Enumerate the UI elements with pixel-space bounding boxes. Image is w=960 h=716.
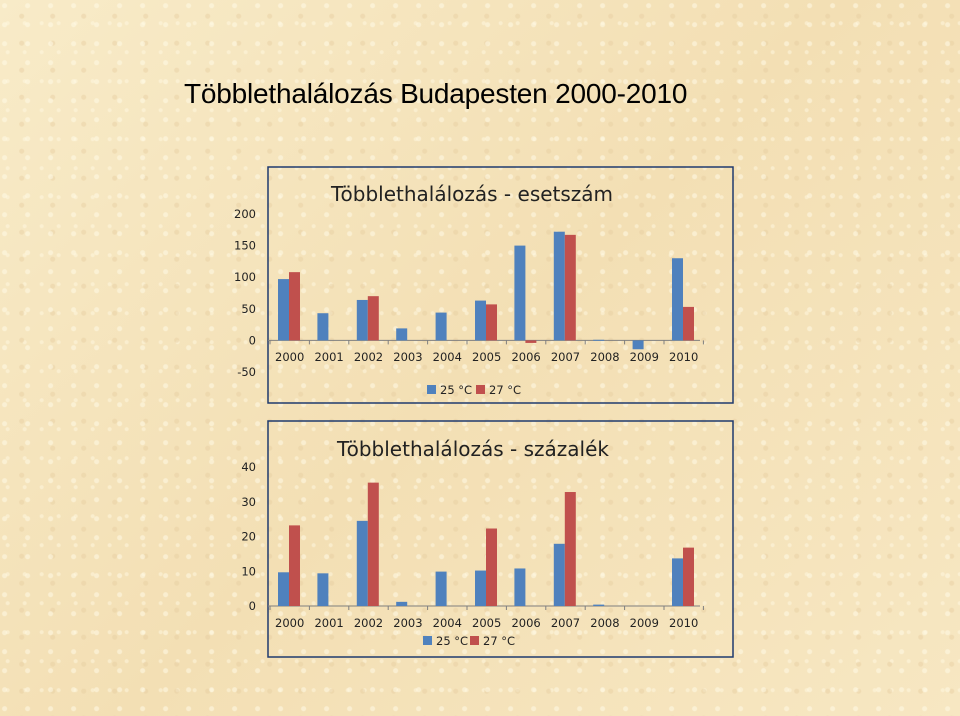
x-category-label: 2009 — [630, 616, 659, 630]
bar-cases-27c-2005 — [486, 304, 497, 341]
bar-cases-27c-2010 — [683, 306, 694, 341]
bar-cases-27c-2006 — [525, 340, 537, 343]
x-category-label: 2004 — [433, 350, 462, 364]
x-category-label: 2007 — [551, 350, 580, 364]
x-category-label: 2001 — [314, 350, 343, 364]
x-category-label: 2001 — [314, 616, 343, 630]
y-tick-label: 20 — [241, 530, 256, 544]
bar-cases-25c-2010 — [672, 258, 683, 341]
chart-cases-plot-frame — [267, 166, 734, 404]
x-category-label: 2009 — [630, 350, 659, 364]
y-tick-label: 200 — [234, 207, 256, 221]
chart-cases: Többlethalálozás - esetszám 200 150 100 50 0… — [234, 166, 734, 404]
bar-percent-27c-2002 — [367, 482, 379, 606]
slide-title: Többlethalálozás Budapesten 2000-2010 — [184, 78, 688, 109]
y-tick-label: 150 — [234, 239, 256, 253]
x-category-label: 2008 — [590, 350, 619, 364]
bar-cases-25c-2001 — [317, 313, 329, 341]
chart-cases-bars — [278, 231, 694, 350]
bar-percent-25c-2006 — [514, 568, 526, 606]
bar-cases-25c-2004 — [435, 312, 447, 341]
y-tick-label: 10 — [241, 564, 256, 578]
chart-percent-y-axis: 40 30 20 10 0 — [241, 460, 256, 613]
bar-cases-27c-2007 — [564, 234, 576, 341]
legend-label-27: 27 °C — [489, 383, 521, 397]
x-category-label: 2007 — [551, 616, 580, 630]
chart-cases-x-axis: 2000 2001 2002 2003 2004 2005 2006 2007 2008 2009… — [268, 339, 704, 364]
x-category-label: 2006 — [511, 616, 540, 630]
legend-swatch-27 — [470, 636, 479, 645]
x-category-label: 2004 — [433, 616, 462, 630]
bar-cases-27c-2000 — [289, 272, 300, 341]
bar-percent-25c-2003 — [396, 601, 408, 606]
x-category-label: 2000 — [275, 350, 304, 364]
chart-percent-x-axis: 2000 2001 2002 2003 2004 2005 2006 2007 2008 2009… — [268, 605, 704, 630]
x-category-label: 2005 — [472, 350, 501, 364]
y-tick-label: 0 — [249, 333, 256, 347]
chart-cases-title: Többlethalálozás - esetszám — [330, 182, 613, 206]
chart-percent-bars — [278, 482, 694, 606]
bar-percent-25c-2007 — [553, 543, 565, 606]
y-tick-label: 30 — [241, 495, 256, 509]
bar-cases-25c-2000 — [278, 279, 289, 341]
bar-percent-25c-2002 — [356, 520, 368, 606]
chart-cases-legend: 25 °C 27 °C — [427, 383, 521, 397]
bar-percent-27c-2000 — [289, 525, 300, 606]
bar-percent-27c-2005 — [486, 528, 497, 606]
x-category-label: 2003 — [393, 350, 422, 364]
y-tick-label: 0 — [249, 599, 256, 613]
y-tick-label: 40 — [241, 460, 256, 474]
x-category-label: 2002 — [354, 350, 383, 364]
bar-percent-25c-2001 — [317, 573, 329, 606]
legend-swatch-25 — [423, 636, 432, 645]
bar-percent-27c-2010 — [683, 547, 694, 606]
x-category-label: 2008 — [590, 616, 619, 630]
x-category-label: 2010 — [669, 616, 698, 630]
legend-swatch-25 — [427, 385, 436, 394]
bar-cases-25c-2002 — [356, 299, 368, 341]
bar-percent-25c-2010 — [672, 558, 683, 606]
legend-label-25: 25 °C — [436, 634, 468, 648]
legend-label-25: 25 °C — [440, 383, 472, 397]
bar-cases-25c-2009 — [632, 340, 644, 350]
legend-swatch-27 — [476, 385, 485, 394]
legend-label-27: 27 °C — [483, 634, 515, 648]
x-category-label: 2000 — [275, 616, 304, 630]
chart-percent-title: Többlethalálozás - százalék — [336, 437, 609, 461]
y-tick-label: 100 — [234, 270, 256, 284]
bar-cases-25c-2003 — [396, 328, 408, 341]
x-category-label: 2002 — [354, 616, 383, 630]
chart-cases-y-axis: 200 150 100 50 0 -50 — [234, 207, 256, 379]
chart-percent-legend: 25 °C 27 °C — [423, 634, 515, 648]
bar-percent-25c-2008 — [593, 604, 605, 606]
x-category-label: 2010 — [669, 350, 698, 364]
x-category-label: 2003 — [393, 616, 422, 630]
bar-cases-25c-2007 — [553, 231, 565, 341]
bar-cases-27c-2002 — [367, 296, 379, 341]
bar-percent-25c-2000 — [278, 572, 289, 606]
y-tick-label: 50 — [241, 302, 256, 316]
bar-cases-25c-2006 — [514, 245, 526, 341]
bar-percent-25c-2004 — [435, 571, 447, 606]
x-category-label: 2006 — [511, 350, 540, 364]
y-tick-label: -50 — [237, 365, 256, 379]
bar-percent-25c-2005 — [475, 570, 486, 606]
bar-cases-25c-2008 — [593, 339, 605, 341]
x-category-label: 2005 — [472, 616, 501, 630]
bar-cases-25c-2005 — [475, 300, 486, 341]
chart-percent-plot-frame — [267, 420, 734, 658]
bar-percent-27c-2007 — [564, 492, 576, 606]
